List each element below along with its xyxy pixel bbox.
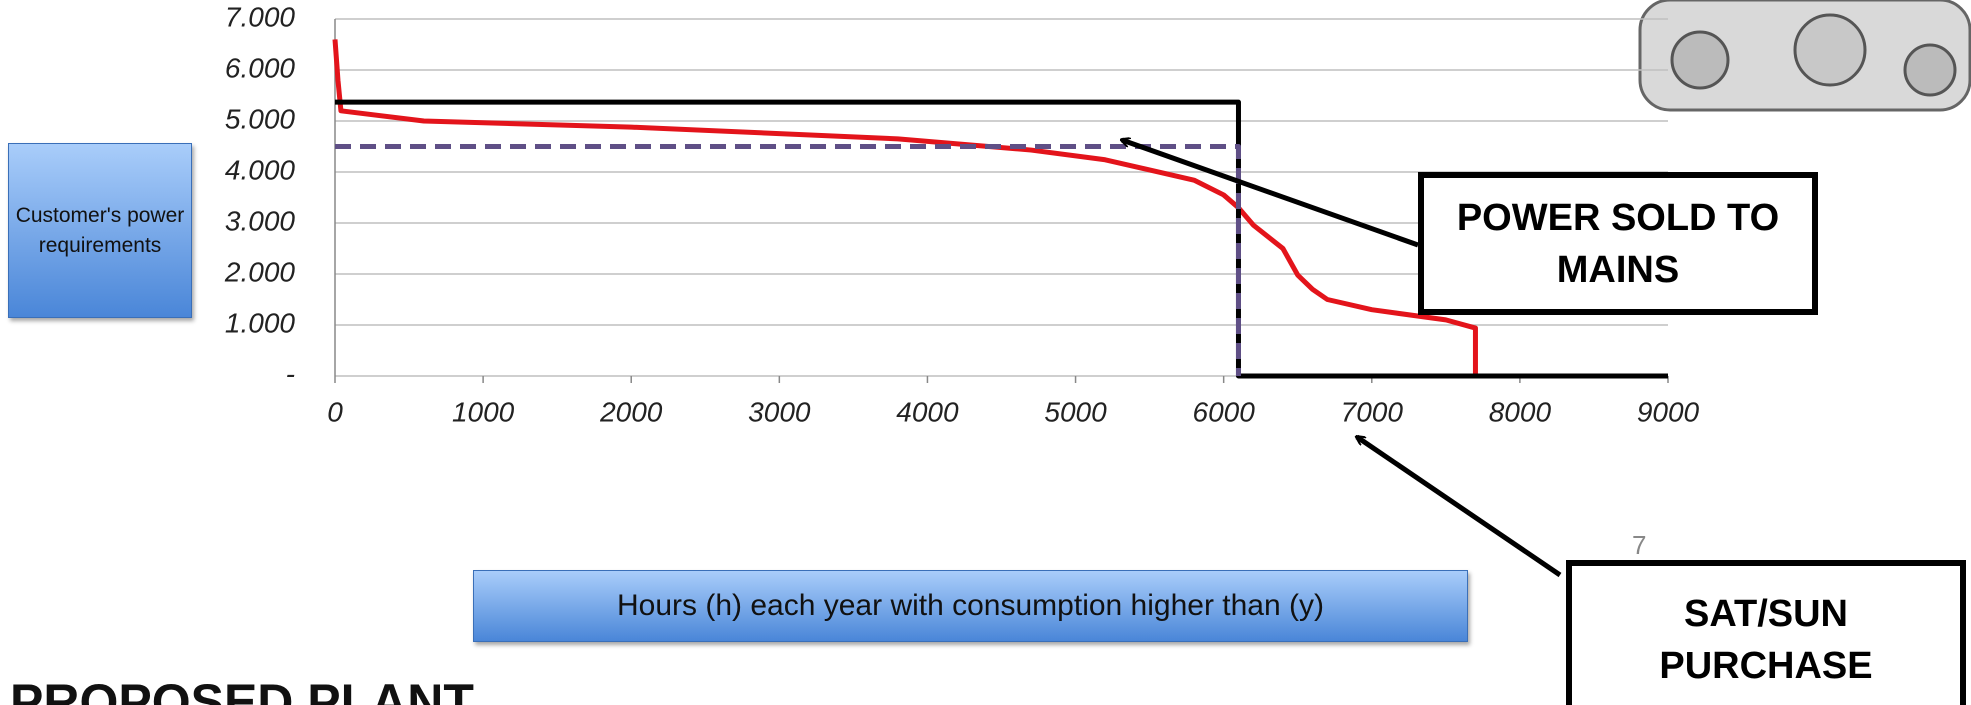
y-tick-label: - <box>286 358 295 389</box>
annotation: POWER SOLD TO MAINS <box>1418 172 1818 315</box>
x-tick-label: 3000 <box>748 396 811 427</box>
y-tick-label: 7.000 <box>225 1 295 32</box>
arrow <box>1122 140 1418 245</box>
y-tick-label: 2.000 <box>224 256 295 287</box>
x-tick-label: 0 <box>327 396 343 427</box>
arrow <box>1357 437 1560 575</box>
x-tick-label: 2000 <box>599 396 663 427</box>
y-tick-label: 5.000 <box>225 103 295 134</box>
y-axis-label: Customer's power requirements <box>8 143 192 318</box>
x-tick-label: 5000 <box>1044 396 1107 427</box>
x-tick-label: 8000 <box>1489 396 1552 427</box>
annotation: SAT/SUN PURCHASE <box>1566 560 1966 705</box>
x-tick-label: 6000 <box>1193 396 1256 427</box>
page-number: 7 <box>1632 530 1646 561</box>
y-tick-label: 6.000 <box>225 52 295 83</box>
x-tick-label: 1000 <box>452 396 515 427</box>
x-tick-label: 4000 <box>896 396 959 427</box>
x-axis-label: Hours (h) each year with consumption hig… <box>473 570 1468 642</box>
y-tick-label: 1.000 <box>225 307 295 338</box>
heading: PROPOSED PLANT <box>10 673 474 705</box>
engine-illustration <box>1640 0 1970 110</box>
series-line <box>335 147 1238 377</box>
x-tick-label: 7000 <box>1341 396 1404 427</box>
slide: - 1.000 2.000 3.000 4.000 5.000 6.000 7.000 0 100… <box>0 0 1971 705</box>
y-tick-label: 3.000 <box>225 205 295 236</box>
x-tick-label: 9000 <box>1637 396 1700 427</box>
y-tick-label: 4.000 <box>225 154 295 185</box>
